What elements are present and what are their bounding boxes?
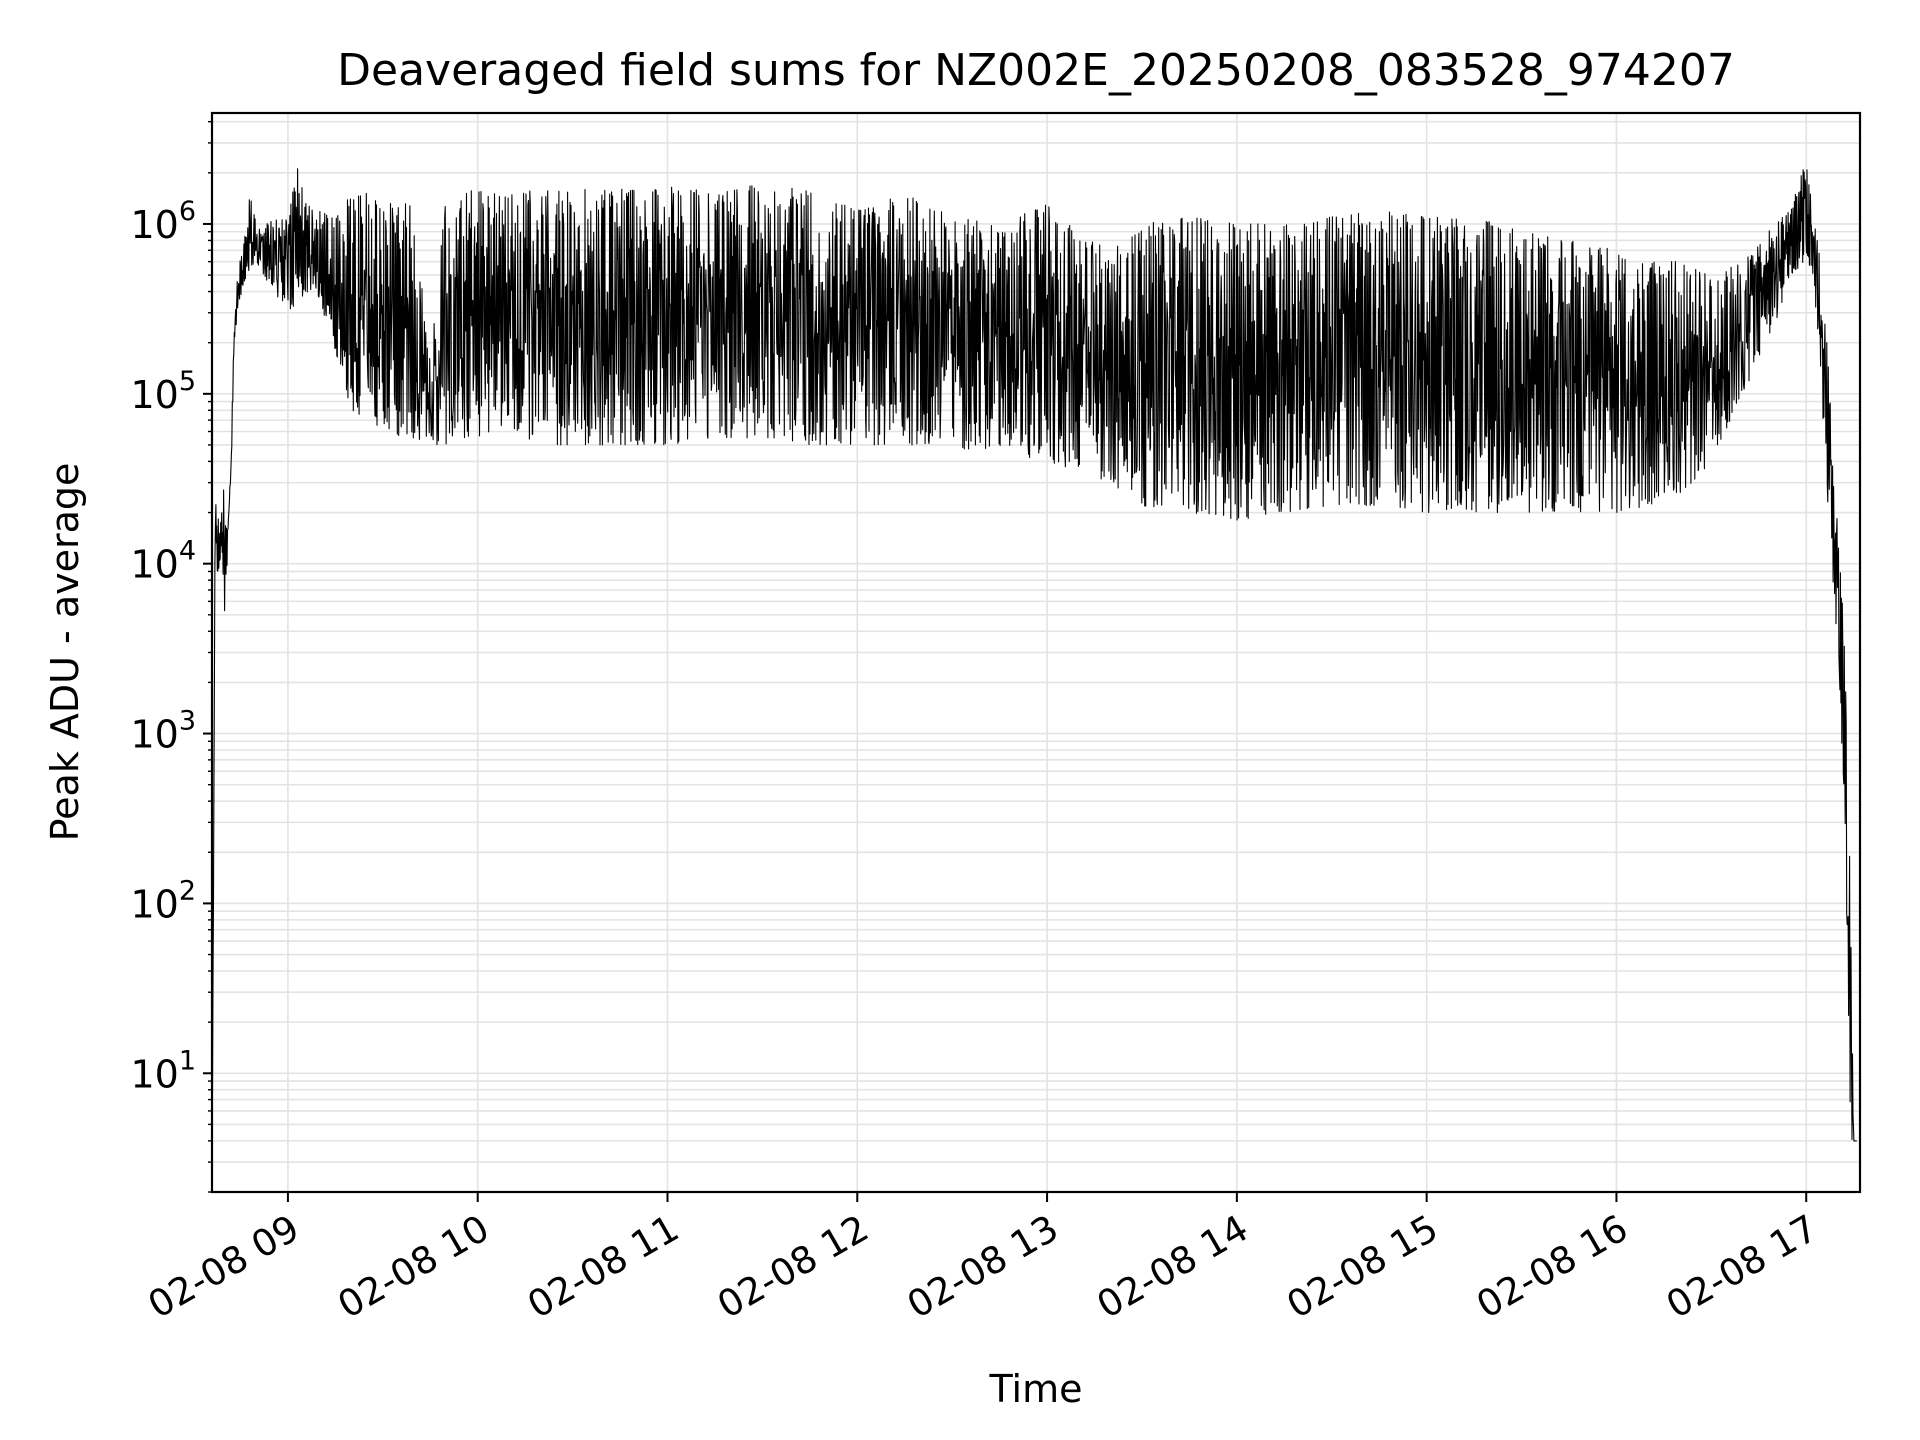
x-axis-label: Time bbox=[989, 1367, 1083, 1411]
chart-title: Deaveraged field sums for NZ002E_2025020… bbox=[337, 45, 1735, 96]
y-tick-label: 103 bbox=[130, 706, 196, 757]
y-tick-label: 105 bbox=[130, 366, 196, 417]
y-tick-label: 102 bbox=[130, 875, 196, 926]
y-axis-label: Peak ADU - average bbox=[43, 463, 87, 842]
series-line bbox=[211, 168, 1857, 1193]
data-series bbox=[211, 168, 1857, 1193]
y-tick-label: 104 bbox=[130, 536, 196, 587]
y-tick-label: 106 bbox=[130, 196, 196, 247]
y-axis: 101 102 103 104 105 106 bbox=[130, 120, 212, 1193]
y-tick-label: 101 bbox=[130, 1045, 196, 1096]
